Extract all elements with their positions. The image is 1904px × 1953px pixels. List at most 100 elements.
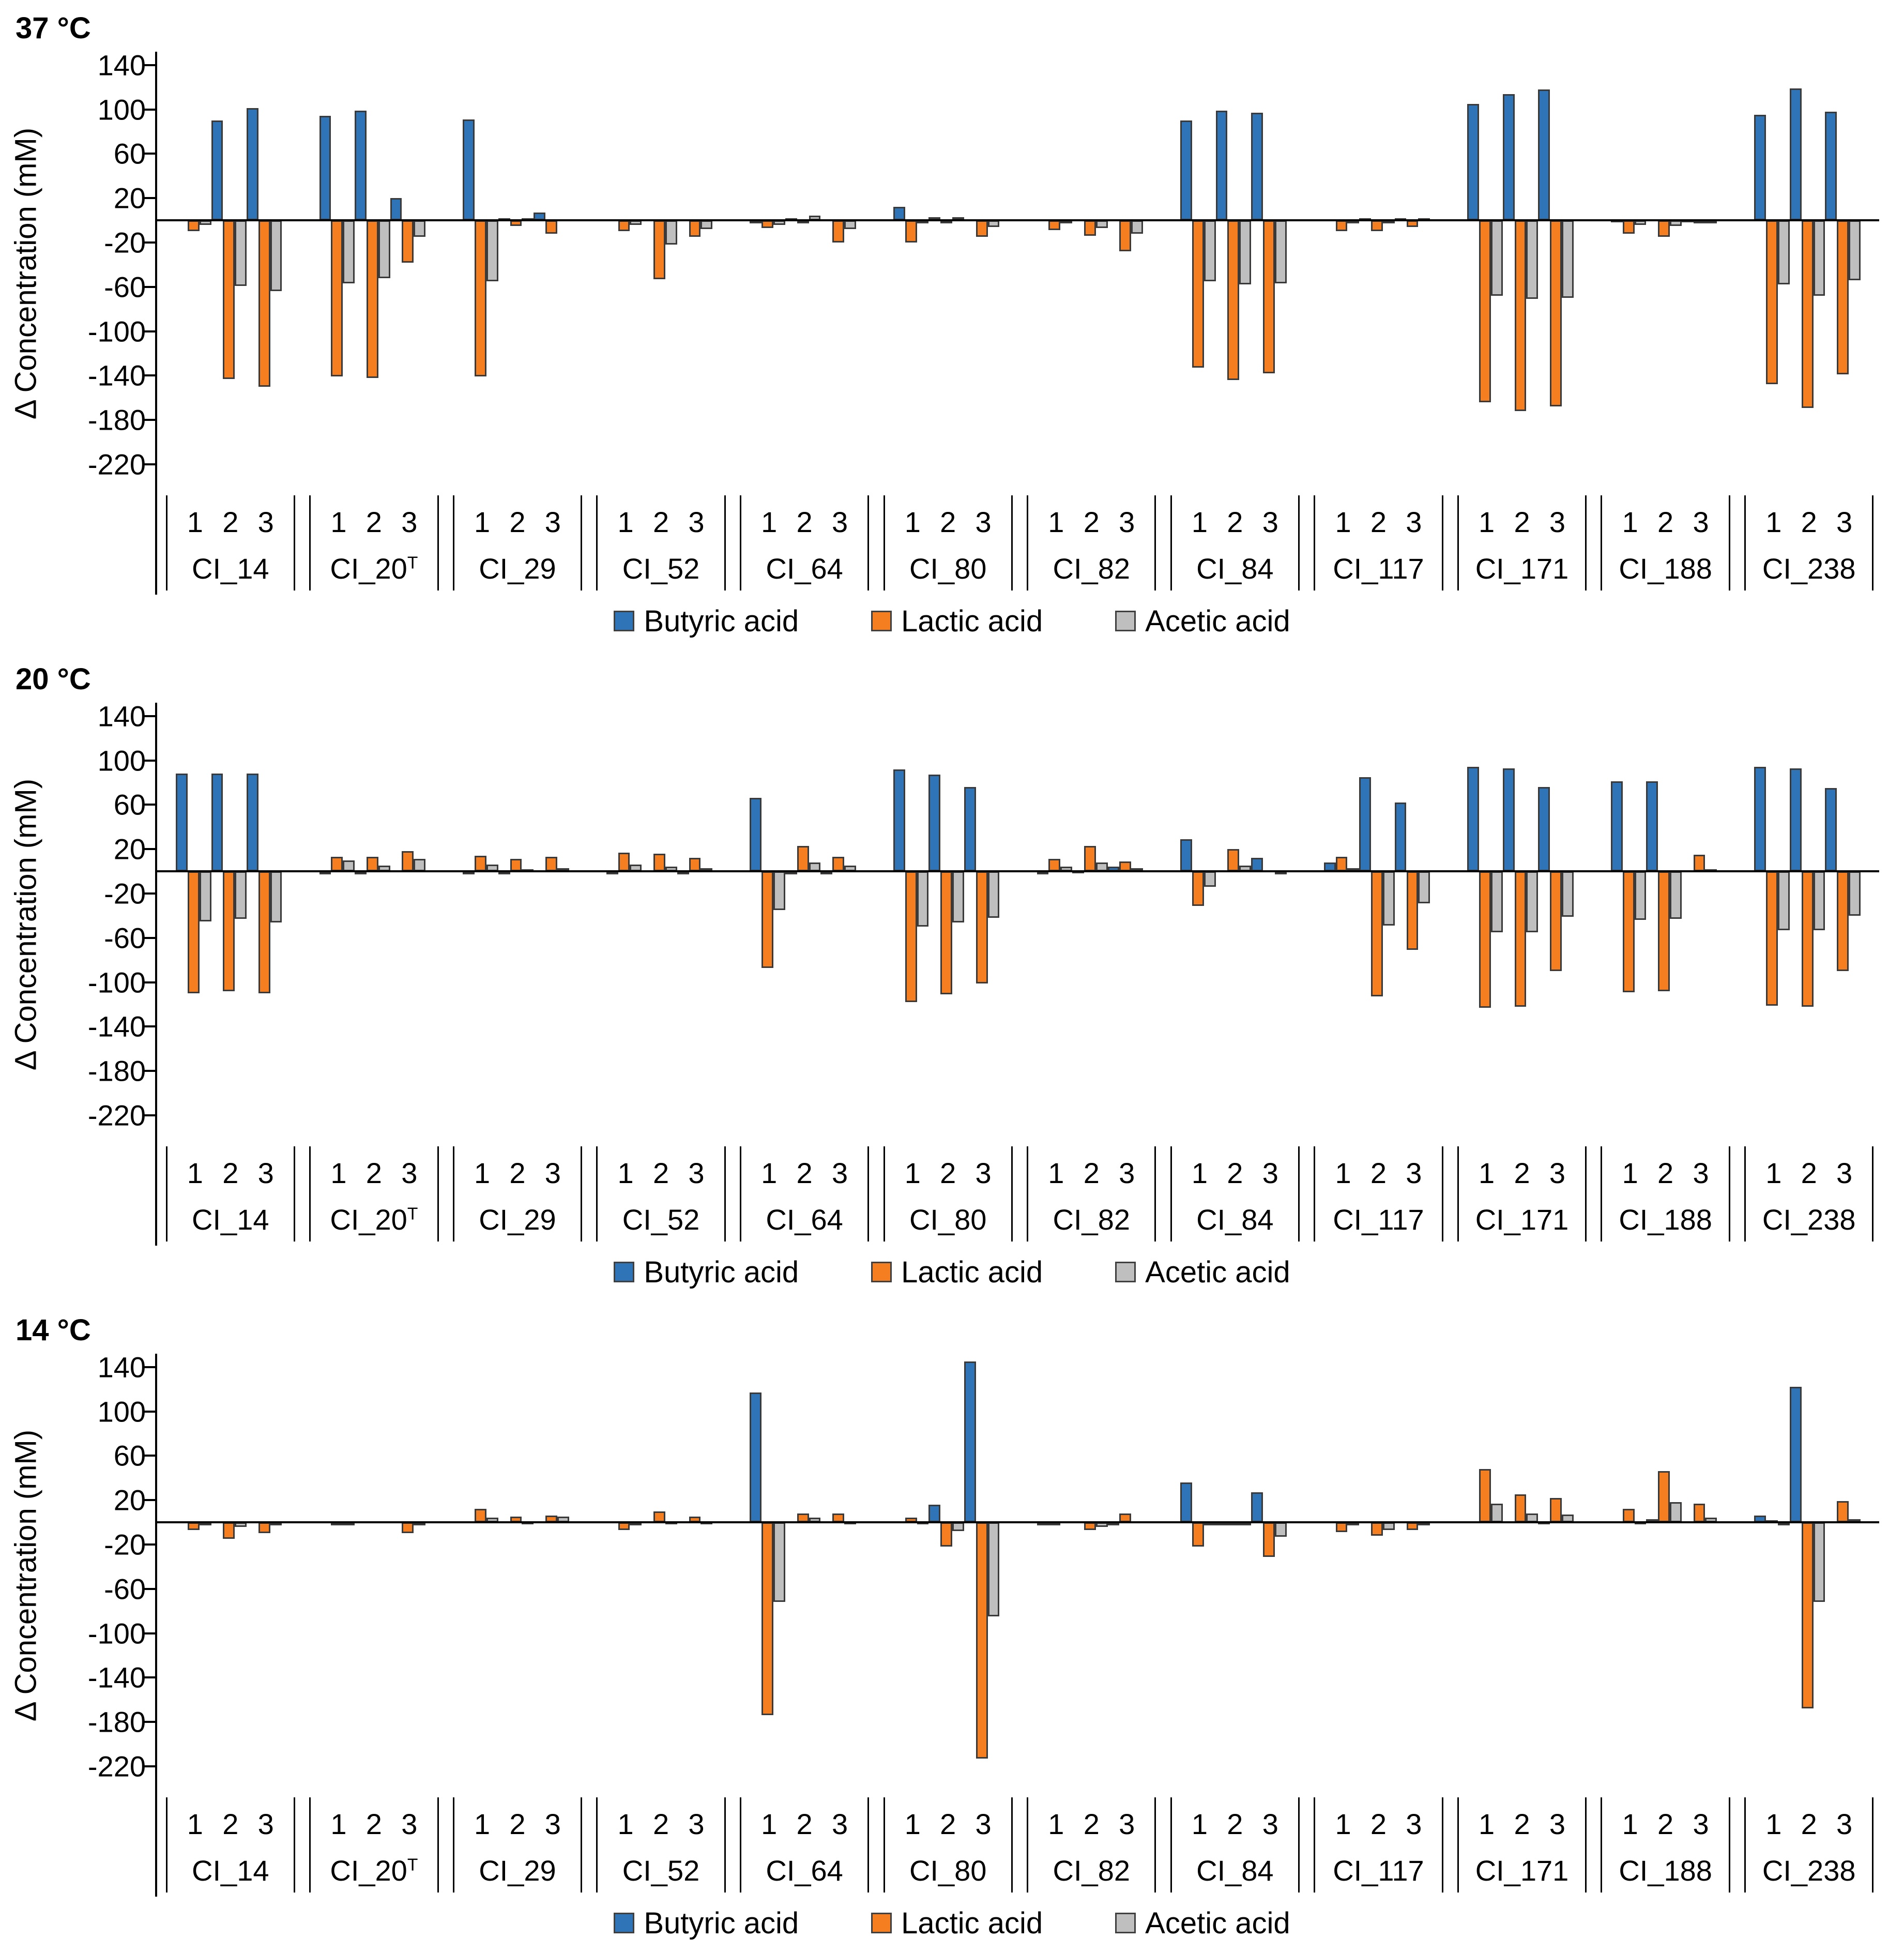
replicate-label: 1 [904, 1156, 921, 1189]
bar-group-ci-64 [731, 52, 875, 495]
bar-lactic-acid [1479, 871, 1491, 1008]
chart-title: 37 °C [16, 11, 91, 45]
zero-baseline [157, 219, 1879, 222]
replicate-label: 1 [187, 1156, 203, 1189]
replicate-label: 2 [1657, 505, 1674, 538]
bar-butyric-acid [1180, 839, 1192, 872]
bar-acetic-acid [1670, 871, 1682, 919]
plot-row: Δ Concentration (mM) 140 100 60 20 -20 -60 -100… [0, 49, 1904, 495]
y-tick-mark [143, 330, 155, 332]
plot-area [143, 703, 1879, 1146]
y-tick-label: 20 [113, 832, 146, 866]
bar-lactic-acid [187, 1522, 200, 1531]
bar-lactic-acid [1514, 1494, 1527, 1523]
replicate-label: 1 [1335, 505, 1351, 538]
isolate-name: CI_64 [766, 1203, 843, 1236]
isolate-name: CI_80 [909, 1203, 987, 1236]
isolate-name: CI_188 [1619, 1203, 1712, 1236]
isolate-name: CI_29 [479, 1854, 556, 1887]
bar-group-ci-14 [157, 1354, 301, 1797]
bar-group-ci-20t [301, 703, 445, 1146]
zero-baseline [157, 870, 1879, 873]
legend-label: Lactic acid [901, 604, 1043, 638]
bar-butyric-acid [355, 110, 367, 221]
bar-butyric-acid [1825, 111, 1837, 221]
replicate-label: 3 [1549, 505, 1566, 538]
bar-butyric-acid [1394, 803, 1407, 872]
legend: Butyric acid Lactic acid Acetic acid [0, 1246, 1904, 1298]
y-tick-mark [143, 285, 155, 288]
bar-acetic-acid [1274, 220, 1287, 284]
category-cell-ci-29: 1 2 3 CI_29 [452, 495, 583, 591]
category-cell-ci-82: 1 2 3 CI_82 [1027, 495, 1156, 591]
bar-lactic-acid [1335, 1522, 1348, 1533]
isolate-name: CI_14 [192, 552, 269, 585]
bar-lactic-acid [1550, 220, 1562, 407]
category-cell-ci-84: 1 2 3 CI_84 [1170, 1797, 1300, 1893]
category-cell-ci-188: 1 2 3 CI_188 [1601, 1797, 1730, 1893]
bar-butyric-acid [463, 119, 475, 221]
bar-lactic-acid [653, 220, 665, 279]
bar-group-ci-80 [875, 1354, 1018, 1797]
replicate-label: 2 [1801, 1807, 1817, 1840]
isolate-name: CI_117 [1333, 552, 1424, 585]
bar-lactic-acid [1084, 220, 1096, 236]
replicate-label: 3 [544, 1156, 561, 1189]
y-tick-mark [143, 1765, 155, 1767]
isolate-label: CI_29 [454, 1850, 581, 1891]
bar-lactic-acid [223, 871, 235, 991]
isolate-name-superscript: T [407, 1204, 418, 1224]
category-cell-ci-64: 1 2 3 CI_64 [739, 1797, 870, 1893]
isolate-name: CI_14 [192, 1203, 269, 1236]
category-cell-ci-64: 1 2 3 CI_64 [739, 1146, 870, 1242]
legend-item-acetic-acid: Acetic acid [1115, 1906, 1290, 1941]
bar-lactic-acid [1658, 871, 1670, 991]
legend: Butyric acid Lactic acid Acetic acid [0, 595, 1904, 647]
bar-lactic-acid [1048, 220, 1061, 231]
isolate-name: CI_52 [622, 1203, 700, 1236]
bar-butyric-acid [893, 207, 905, 221]
replicate-label: 3 [688, 1807, 705, 1840]
bar-group-ci-117 [1305, 52, 1449, 495]
bar-lactic-acid [940, 871, 953, 995]
bar-acetic-acid [987, 1522, 1000, 1617]
bar-acetic-acid [270, 871, 282, 922]
isolate-label: CI_238 [1746, 1199, 1872, 1240]
replicate-label: 1 [1048, 505, 1064, 538]
bar-butyric-acid [176, 774, 188, 872]
category-cell-ci-171: 1 2 3 CI_171 [1457, 1146, 1587, 1242]
isolate-label: CI_117 [1315, 548, 1441, 589]
bar-butyric-acid [1789, 768, 1802, 872]
bar-lactic-acid [545, 857, 557, 872]
plot-row: Δ Concentration (mM) 140 100 60 20 -20 -60 -100… [0, 1351, 1904, 1797]
legend-label: Acetic acid [1145, 1906, 1290, 1940]
isolate-name: CI_171 [1475, 1203, 1569, 1236]
bar-acetic-acid [1490, 871, 1503, 932]
bar-lactic-acid [832, 220, 844, 243]
y-tick-mark [143, 108, 155, 111]
isolate-label: CI_29 [454, 1199, 581, 1240]
bar-butyric-acid [1646, 781, 1658, 872]
plot-area [143, 52, 1879, 495]
y-tick-mark [143, 804, 155, 806]
bar-acetic-acid [1778, 220, 1790, 285]
y-tick-mark [143, 892, 155, 895]
isolate-label: CI_84 [1172, 1850, 1298, 1891]
replicate-label: 2 [1801, 505, 1817, 538]
bar-lactic-acid [187, 871, 200, 993]
replicate-label: 1 [1765, 1807, 1782, 1840]
y-tick-mark [143, 1366, 155, 1368]
bar-acetic-acid [1526, 220, 1539, 299]
bar-acetic-acid [378, 220, 390, 278]
y-tick-mark [143, 759, 155, 762]
bar-group-ci-14 [157, 703, 301, 1146]
bar-group-ci-171 [1449, 1354, 1592, 1797]
legend-item-lactic-acid: Lactic acid [871, 1906, 1043, 1941]
